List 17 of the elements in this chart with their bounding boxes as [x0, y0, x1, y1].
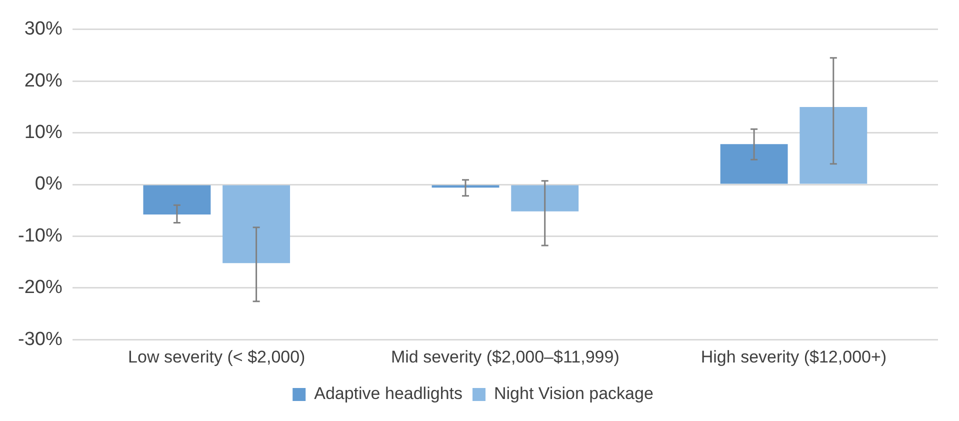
- bar: [143, 185, 211, 214]
- bar: [800, 106, 868, 184]
- bar: [222, 185, 290, 264]
- x-tick-label: High severity ($12,000+): [700, 347, 887, 366]
- x-tick-label: Mid severity ($2,000–$11,999): [390, 347, 620, 366]
- y-tick-label: 30%: [24, 18, 62, 40]
- y-tick-label: -20%: [18, 277, 62, 298]
- bar: [511, 185, 579, 212]
- x-tick-label: Low severity (< $2,000): [128, 347, 306, 366]
- bar: [720, 144, 788, 184]
- y-tick-label: -30%: [18, 328, 62, 350]
- y-tick-label: -10%: [18, 225, 62, 246]
- legend-label: Night Vision package: [494, 384, 654, 404]
- y-tick-label: 0%: [34, 174, 62, 195]
- y-tick-label: 10%: [24, 122, 62, 144]
- y-tick-label: 20%: [24, 70, 62, 92]
- legend-label: Adaptive headlights: [314, 384, 462, 404]
